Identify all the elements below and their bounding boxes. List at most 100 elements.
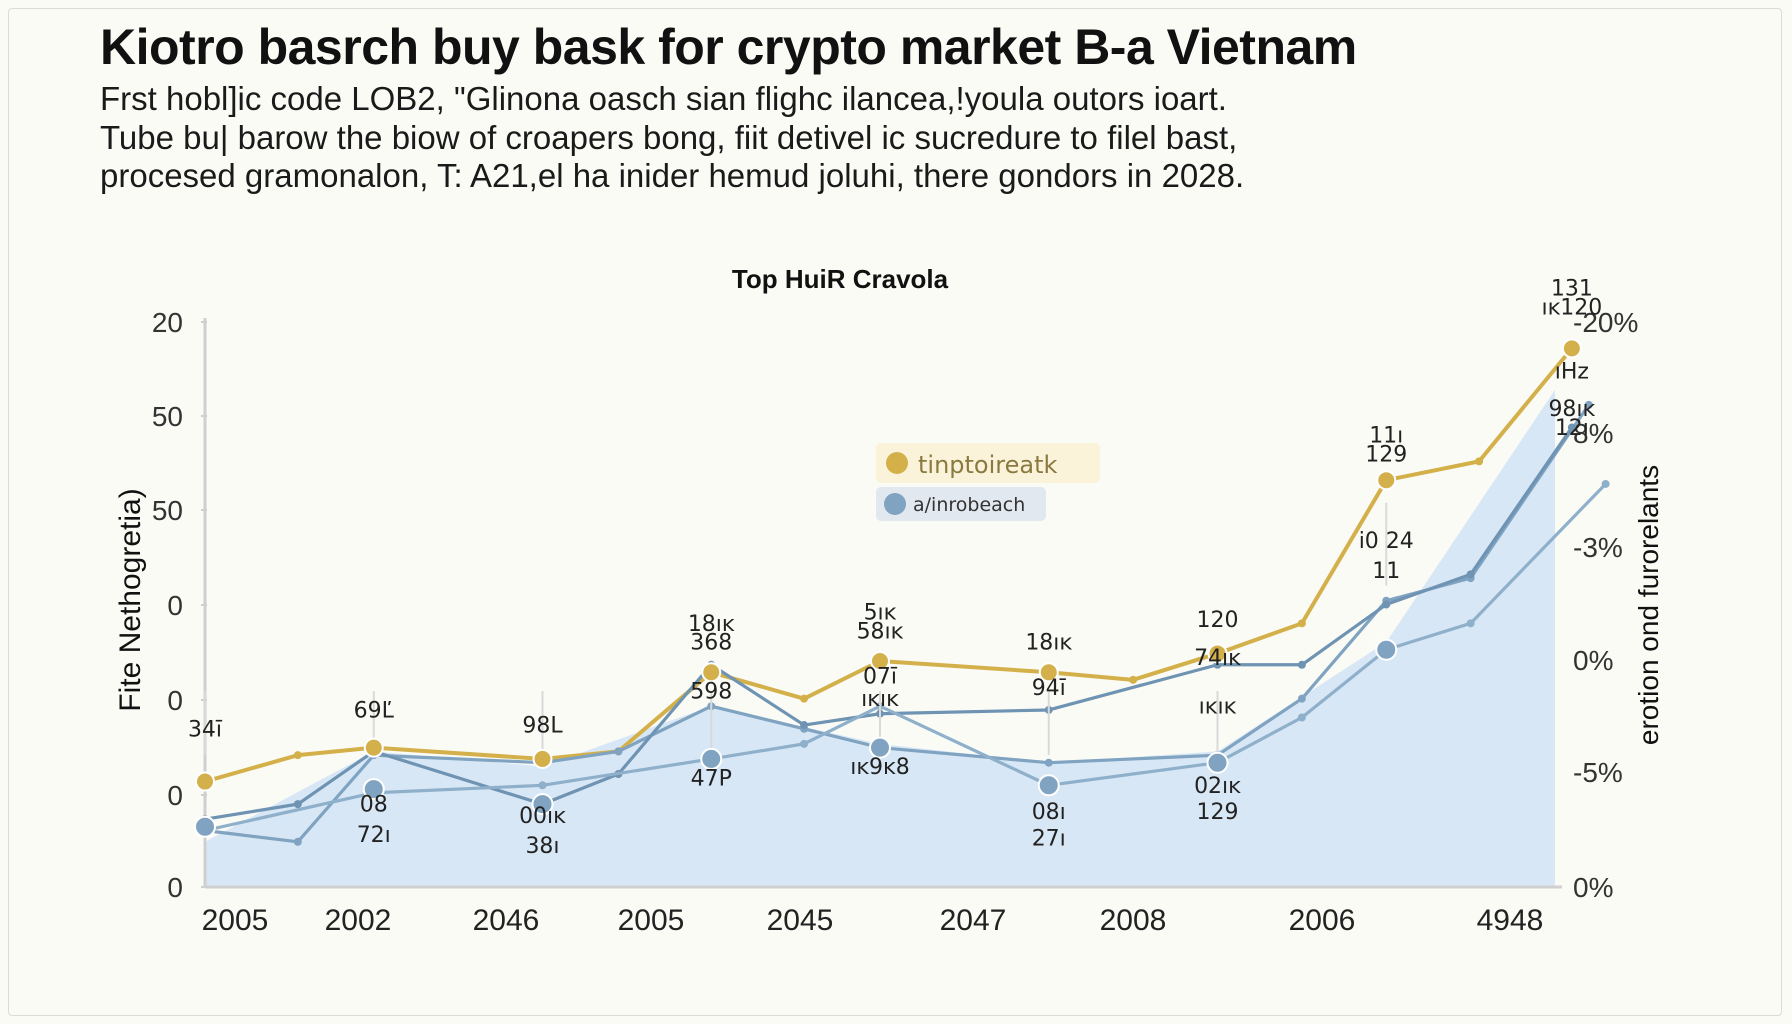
point-label: ıĸıĸ [861, 687, 899, 712]
point-label: 02ıĸ [1194, 774, 1241, 799]
point-label: 34ī [188, 717, 223, 742]
y-tick-label: 50 [152, 401, 183, 432]
chart-title: Top HuiR Cravola [732, 264, 949, 294]
point-label: 08 [360, 793, 388, 818]
point-label: 598 [690, 680, 732, 705]
point-label: ıHz [1555, 360, 1589, 385]
series-point [1297, 660, 1306, 669]
y-tick-label: 20 [152, 307, 183, 338]
point-label: 72ı [357, 823, 391, 848]
series-point [1466, 570, 1475, 579]
y2-tick-label: 0% [1573, 872, 1613, 903]
series-point [1297, 694, 1306, 703]
x-tick-label: 2006 [1289, 904, 1356, 937]
data-marker [701, 662, 722, 683]
point-label: 69Ľ [354, 699, 395, 724]
data-marker [362, 778, 385, 801]
data-marker [363, 737, 384, 758]
point-label: 18ıĸ [1025, 631, 1072, 656]
y2-tick-label: -3% [1573, 532, 1623, 563]
series-point [1584, 400, 1593, 409]
y2-tick-label: -5% [1573, 757, 1623, 788]
legend-label-2: a/inrobeach [913, 494, 1025, 516]
series-point [538, 781, 547, 790]
series-line-2 [203, 425, 1574, 821]
point-label: 27ı [1032, 827, 1066, 852]
point-label: 94ī [1032, 676, 1067, 701]
data-marker [531, 793, 554, 816]
point-label: ıĸıĸ [1199, 695, 1237, 720]
point-label: 5ıĸ [864, 601, 897, 626]
y-tick-label: 50 [152, 495, 183, 526]
series-line-3 [203, 482, 1608, 833]
point-label: 38ı [525, 834, 559, 859]
series-point [1601, 479, 1610, 488]
data-marker [1376, 470, 1397, 491]
series-point [800, 694, 809, 703]
legend-box-2 [876, 487, 1046, 521]
series-point [1129, 675, 1138, 684]
subtitle-line-2: Tube bu| barow the biow of croapers bong… [100, 119, 1238, 156]
point-label: 00ıĸ [519, 804, 566, 829]
x-tick-label: 2047 [940, 904, 1007, 937]
x-tick-label: 2045 [767, 904, 834, 937]
y-axis-label: Fite Nethogretia) [114, 488, 147, 711]
subtitle-line-1: Frst hobl]ic code LOB2, "Glinona oasch s… [100, 80, 1227, 117]
y-tick-label: 0 [167, 590, 183, 621]
point-label: 08ı [1032, 800, 1066, 825]
data-marker [1206, 751, 1229, 774]
point-label: 18ıĸ [688, 612, 735, 637]
series-point [800, 721, 809, 730]
y2-axis-label: erotion ond furorelants [1633, 465, 1664, 745]
series-point [800, 739, 809, 748]
point-label: 98L [522, 714, 563, 739]
point-label: 11ı [1369, 424, 1403, 449]
legend-label-1: tinptoireatk [918, 451, 1058, 479]
series-point [614, 747, 623, 756]
x-tick-label: 2005 [202, 904, 269, 937]
data-marker [1561, 338, 1582, 359]
y-tick-label: 0 [167, 780, 183, 811]
point-label: 129 [1197, 800, 1239, 825]
subtitle-line-3: procesed gramonalon, T: A21,el ha inider… [100, 157, 1245, 194]
data-marker [194, 815, 216, 838]
y-tick-label: 0 [167, 685, 183, 716]
x-tick-label: 2008 [1100, 904, 1167, 937]
series-point [293, 751, 302, 760]
point-label: i0 24 [1359, 529, 1414, 554]
point-label: 12ı [1555, 416, 1589, 441]
legend-box-1 [876, 443, 1100, 483]
y2-tick-label: 0% [1573, 645, 1613, 676]
point-label: 07ī [863, 665, 898, 690]
series-point [293, 800, 302, 809]
series-point [1567, 423, 1576, 432]
x-tick-label: 4948 [1477, 904, 1544, 937]
data-marker [1037, 774, 1060, 797]
data-marker [1207, 643, 1228, 664]
page-title: Kiotro basrch buy bask for crypto market… [100, 19, 1357, 75]
x-tick-label: 2005 [618, 904, 685, 937]
series-point [1297, 619, 1306, 628]
x-tick-label: 2046 [473, 904, 540, 937]
point-label: 11 [1372, 559, 1400, 584]
y2-tick-label: 8% [1573, 418, 1613, 449]
point-label: 47P [691, 766, 732, 791]
point-label: 74ıĸ [1194, 646, 1241, 671]
point-label: 120 [1197, 608, 1239, 633]
data-marker [869, 736, 891, 759]
data-marker [1038, 662, 1059, 683]
data-marker [700, 747, 723, 770]
data-marker [532, 748, 553, 769]
data-marker [1375, 638, 1398, 661]
y-tick-label: 0 [167, 872, 183, 903]
data-marker [870, 651, 890, 671]
point-label: 368 [690, 631, 732, 656]
series-point [293, 837, 302, 846]
x-tick-label: 2002 [325, 904, 392, 937]
legend-marker-1 [886, 452, 908, 474]
series-point [1382, 600, 1391, 609]
legend-marker-2 [884, 493, 906, 515]
data-marker [195, 771, 215, 792]
point-label: 131 [1551, 277, 1593, 302]
